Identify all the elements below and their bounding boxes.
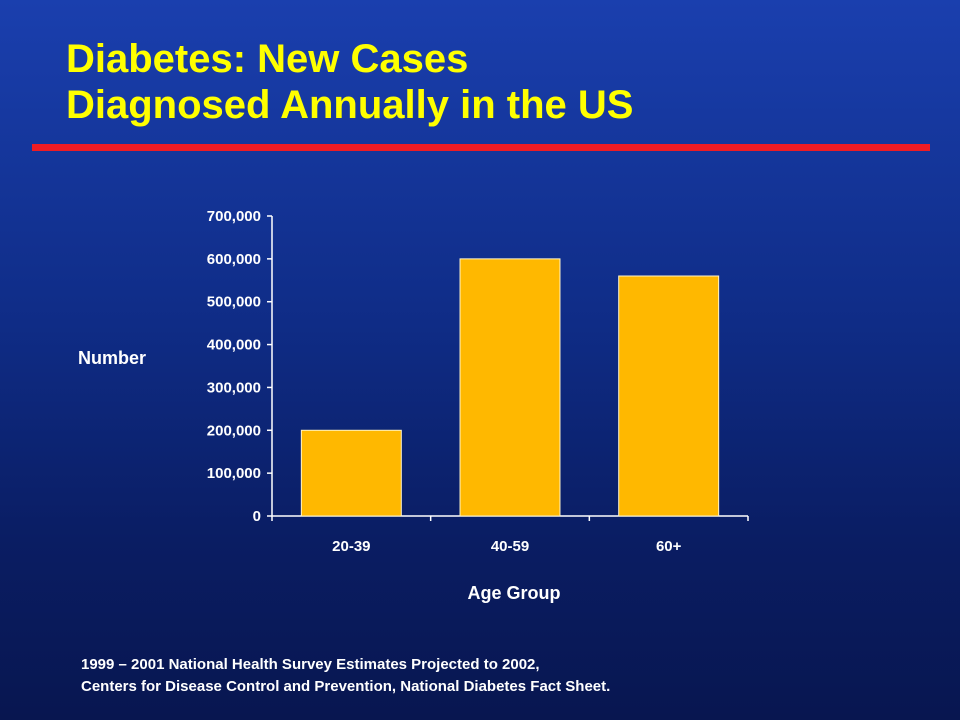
y-tick-label: 600,000 (207, 251, 261, 268)
y-tick-label: 400,000 (207, 337, 261, 354)
title-line-1: Diabetes: New Cases (66, 37, 469, 81)
y-axis-title: Number (78, 348, 146, 368)
title-line-2: Diagnosed Annually in the US (66, 83, 634, 127)
x-category-label: 40-59 (491, 538, 529, 555)
y-tick-label: 700,000 (207, 208, 261, 225)
x-category-label: 20-39 (332, 538, 370, 555)
source-line-2: Centers for Disease Control and Preventi… (81, 678, 611, 695)
y-tick-label: 100,000 (207, 465, 261, 482)
y-tick-label: 0 (253, 508, 261, 525)
source-note: 1999 – 2001 National Health Survey Estim… (81, 654, 610, 698)
y-tick-label: 300,000 (207, 379, 261, 396)
y-tick-label: 500,000 (207, 294, 261, 311)
bar (300, 429, 402, 517)
slide-title: Diabetes: New Cases Diagnosed Annually i… (66, 36, 633, 128)
y-tick-label: 200,000 (207, 422, 261, 439)
x-category-label: 60+ (656, 538, 682, 555)
source-line-1: 1999 – 2001 National Health Survey Estim… (81, 656, 540, 673)
title-underline (32, 144, 930, 151)
x-axis-title: Age Group (468, 583, 561, 603)
bar (459, 258, 561, 517)
bar (618, 275, 720, 517)
